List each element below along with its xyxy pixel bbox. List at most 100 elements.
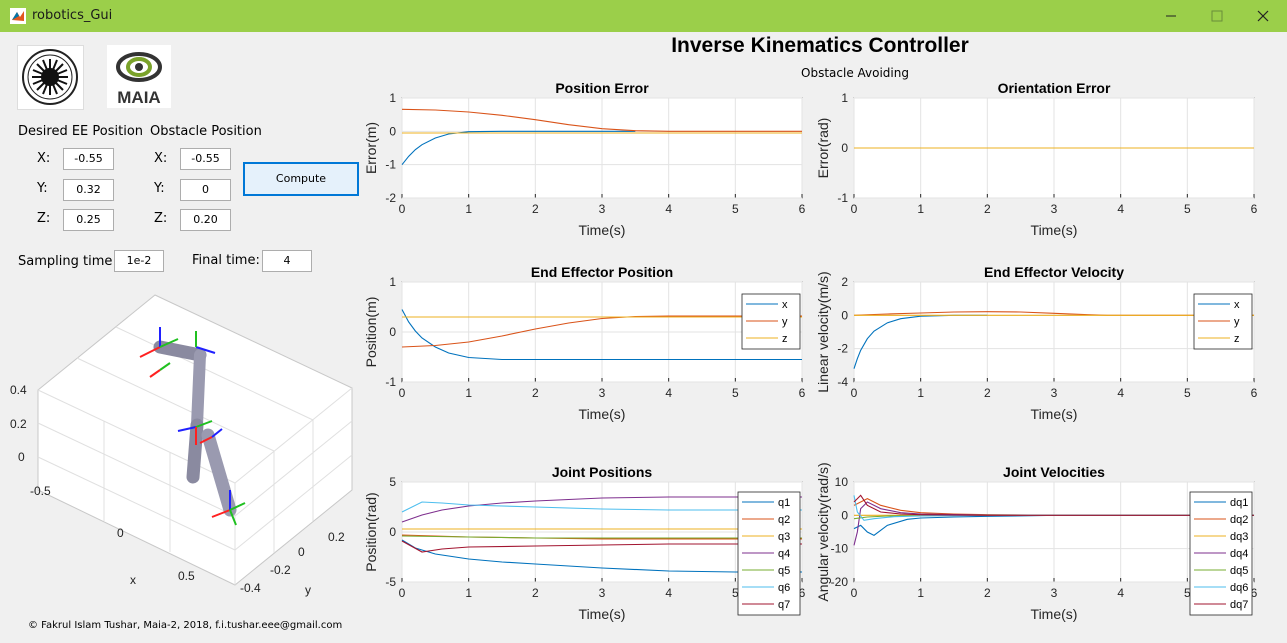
x-tick-label: 2 [532, 386, 539, 400]
obstacle-z-input[interactable]: 0.20 [180, 209, 231, 231]
y-tick-label: -2 [385, 191, 396, 205]
window-title: robotics_Gui [32, 8, 113, 23]
legend-label-q5: q5 [778, 565, 790, 577]
position-error-plot[interactable]: 0 1 2 3 4 5 6 -2 -1 0 1 Position Error Time(s) Error(… [360, 76, 810, 251]
final-time-input[interactable]: 4 [262, 250, 312, 272]
obstacle-x-input[interactable]: -0.55 [180, 148, 231, 170]
y-tick-label: -20 [831, 575, 849, 589]
legend-label-dq5: dq5 [1230, 565, 1248, 577]
x-tick-label: 6 [799, 386, 806, 400]
x-tick-label: 4 [665, 202, 672, 216]
y-tick-label: -5 [385, 575, 396, 589]
series-line-q7 [401, 540, 802, 553]
x-tick-label: 3 [599, 202, 606, 216]
x-tick-label: 5 [1184, 586, 1191, 600]
window-titlebar[interactable]: robotics_Gui [0, 0, 1287, 32]
x-tick-label: 5 [1184, 386, 1191, 400]
y-tick-label: -1 [385, 375, 396, 389]
desired-x-input[interactable]: -0.55 [63, 148, 114, 170]
chart-title: Joint Velocities [1003, 464, 1105, 480]
desired-ee-label: Desired EE Position [18, 124, 144, 139]
x-tick-label: 1 [917, 202, 924, 216]
y-tick-label: 0 [841, 141, 848, 155]
x-tick-0: -0.5 [30, 484, 51, 498]
x-tick-label: 3 [1051, 586, 1058, 600]
joint-velocities-plot[interactable]: 0 1 2 3 4 5 6 -20 -10 0 10 Joint Velocities Time(s) A… [812, 460, 1262, 635]
x-tick-label: 6 [1251, 202, 1258, 216]
x-tick-label: 6 [799, 586, 806, 600]
end-effector-velocity-plot[interactable]: 0 1 2 3 4 5 6 -4 -2 0 2 End Effector Velocity Time(s… [812, 260, 1262, 435]
chart-title: Joint Positions [552, 464, 653, 480]
x-tick-label: 5 [732, 586, 739, 600]
x-tick-label: 6 [1251, 386, 1258, 400]
x-tick-label: 4 [665, 386, 672, 400]
series-line [401, 108, 802, 132]
y-tick-label: 0 [841, 308, 848, 322]
robot-3d-view[interactable]: 0.4 0.2 0 -0.5 0 0.5 x -0.4 -0.2 0 0.2 y [0, 285, 365, 610]
x-tick-label: 4 [1117, 386, 1124, 400]
chart-title: End Effector Velocity [984, 264, 1124, 280]
x-tick-label: 0 [851, 386, 858, 400]
desired-y-input[interactable]: 0.32 [63, 179, 114, 201]
legend-label-x: x [1234, 299, 1240, 311]
x-tick-label: 2 [984, 586, 991, 600]
obstacle-label: Obstacle Position [150, 124, 262, 139]
x-tick-label: 6 [1251, 586, 1258, 600]
y-axis-label: Linear velocity(m/s) [815, 271, 831, 392]
robot-view-axes-labels: 0.4 0.2 0 -0.5 0 0.5 x -0.4 -0.2 0 0.2 y [10, 383, 345, 597]
legend-label-x: x [782, 299, 788, 311]
desired-x-label: X: [37, 151, 51, 166]
maia-logo-text: MAIA [117, 88, 160, 107]
x-axis-label: Time(s) [579, 406, 626, 422]
legend-label-q1: q1 [778, 497, 790, 509]
series-line-y [401, 315, 802, 348]
legend-label-z: z [782, 333, 788, 345]
chart-title: Orientation Error [998, 80, 1111, 96]
maximize-button[interactable] [1194, 0, 1240, 32]
x-tick-label: 5 [1184, 202, 1191, 216]
series-line [401, 130, 636, 166]
x-tick-label: 0 [851, 586, 858, 600]
final-time-label: Final time: [192, 253, 260, 268]
x-tick-label: 1 [917, 586, 924, 600]
series-line-x [401, 309, 802, 361]
x-tick-label: 3 [599, 586, 606, 600]
sampling-time-input[interactable]: 1e-2 [114, 250, 164, 272]
close-icon [1257, 10, 1269, 22]
series-line-dq7 [853, 494, 1254, 516]
legend-label-y: y [782, 316, 788, 328]
y-tick-label: 1 [841, 91, 848, 105]
legend-label-dq7: dq7 [1230, 599, 1248, 611]
obstacle-y-label: Y: [154, 181, 165, 196]
maximize-icon [1211, 10, 1223, 22]
x-tick-label: 0 [399, 386, 406, 400]
legend-label-q4: q4 [778, 548, 790, 560]
obstacle-y-input[interactable]: 0 [180, 179, 231, 201]
legend-label-z: z [1234, 333, 1240, 345]
y-tick-label: -4 [837, 375, 848, 389]
obstacle-x-label: X: [154, 151, 168, 166]
legend-label-dq2: dq2 [1230, 514, 1248, 526]
minimize-icon [1166, 15, 1176, 17]
desired-z-input[interactable]: 0.25 [63, 209, 114, 231]
y-tick-label: 0 [841, 508, 848, 522]
x-tick-label: 1 [917, 386, 924, 400]
y-tick-3: 0.2 [328, 530, 345, 544]
desired-z-label: Z: [37, 211, 51, 226]
y-axis-label: Angular velocity(rad/s) [815, 462, 831, 601]
y-tick-1: -0.2 [270, 563, 291, 577]
close-button[interactable] [1240, 0, 1286, 32]
minimize-button[interactable] [1148, 0, 1194, 32]
x-tick-label: 3 [1051, 386, 1058, 400]
compute-button[interactable]: Compute [243, 162, 359, 196]
x-axis-label: Time(s) [579, 606, 626, 622]
x-tick-1: 0 [117, 526, 124, 540]
x-tick-label: 0 [851, 202, 858, 216]
y-tick-label: 2 [841, 275, 848, 289]
chart-title: Position Error [555, 80, 649, 96]
y-tick-2: 0 [298, 545, 305, 559]
legend-label-dq1: dq1 [1230, 497, 1248, 509]
